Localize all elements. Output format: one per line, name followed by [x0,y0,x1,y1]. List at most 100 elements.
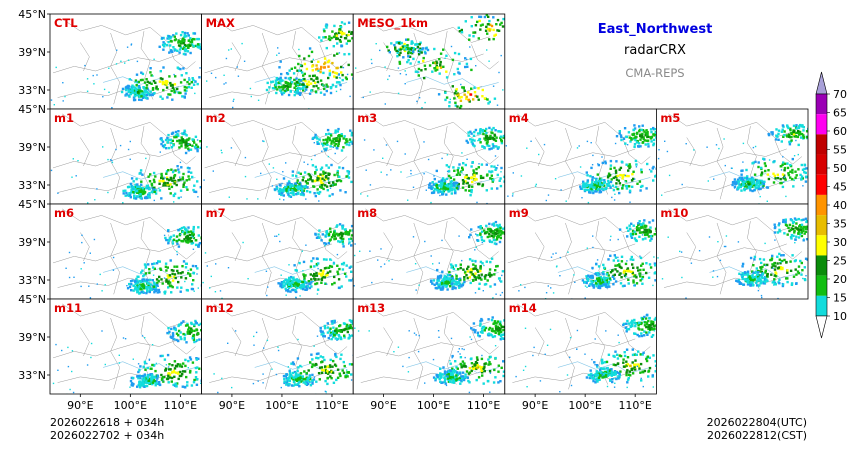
reflectivity-cell [158,45,161,48]
reflectivity-cell [601,156,603,158]
reflectivity-cell [302,270,304,272]
reflectivity-cell [441,193,444,196]
reflectivity-cell [739,185,742,189]
reflectivity-cell [629,201,631,203]
reflectivity-cell [407,38,410,41]
reflectivity-cell [170,376,174,380]
reflectivity-cell [327,177,330,180]
reflectivity-cell [746,270,750,273]
reflectivity-cell [486,279,489,282]
admin-boundary [534,137,545,167]
reflectivity-cell [797,168,800,171]
reflectivity-cell [749,184,753,188]
reflectivity-cell [445,285,448,288]
reflectivity-cell [380,266,382,268]
reflectivity-cell [289,185,292,188]
reflectivity-cell [475,233,477,235]
reflectivity-cell [184,262,188,265]
admin-boundary [360,85,483,98]
reflectivity-cell [486,235,489,239]
reflectivity-cell [188,356,192,359]
reflectivity-cell [418,284,420,286]
reflectivity-cell [483,129,487,132]
reflectivity-cell [178,48,182,51]
reflectivity-cell [614,256,618,259]
reflectivity-cell [274,235,276,237]
reflectivity-cell [491,170,494,173]
reflectivity-cell [582,184,585,188]
reflectivity-cell [448,270,451,274]
reflectivity-cell [186,229,189,232]
reflectivity-cell [800,273,803,276]
reflectivity-cell [591,274,594,277]
reflectivity-cell [809,135,811,137]
reflectivity-cell [453,51,457,55]
reflectivity-cell [301,250,303,252]
reflectivity-cell [496,173,499,177]
reflectivity-cell [307,83,310,86]
reflectivity-cell [141,78,144,82]
reflectivity-cell [287,184,290,187]
reflectivity-cell [152,287,155,291]
reflectivity-cell [775,272,778,275]
reflectivity-cell [279,76,282,79]
reflectivity-cell [180,41,183,44]
reflectivity-cell [412,47,415,50]
reflectivity-cell [336,253,339,256]
reflectivity-cell [349,279,353,282]
reflectivity-cell [494,33,497,36]
reflectivity-cell [423,64,427,67]
reflectivity-cell [484,138,487,142]
reflectivity-cell [112,256,115,259]
reflectivity-cell [754,145,757,148]
reflectivity-cell [312,280,314,282]
reflectivity-cell [316,188,319,191]
reflectivity-cell [430,201,432,204]
reflectivity-cell [177,280,180,284]
reflectivity-cell [774,275,778,278]
reflectivity-cell [167,93,170,96]
reflectivity-cell [795,235,798,238]
reflectivity-cell [618,132,621,135]
reflectivity-cell [595,180,598,184]
reflectivity-cell [638,180,642,183]
reflectivity-cell [174,75,177,78]
admin-boundary [261,222,272,295]
reflectivity-cell [314,194,317,198]
reflectivity-cell [282,177,286,180]
reflectivity-cell [136,189,139,193]
reflectivity-cell [324,138,328,141]
reflectivity-cell [333,173,336,177]
reflectivity-cell [170,146,174,149]
reflectivity-cell [175,90,177,92]
reflectivity-cell [335,34,338,37]
reflectivity-cell [741,184,744,187]
reflectivity-cell [597,163,600,167]
reflectivity-cell [418,97,421,99]
reflectivity-cell [280,192,283,195]
reflectivity-cell [387,78,389,81]
reflectivity-cell [174,276,177,280]
reflectivity-cell [594,272,597,276]
reflectivity-cell [326,140,329,143]
reflectivity-cell [163,277,166,279]
reflectivity-cell [642,231,646,234]
reflectivity-cell [319,70,322,74]
reflectivity-cell [442,187,445,190]
reflectivity-cell [173,375,176,378]
reflectivity-cell [746,283,750,286]
reflectivity-cell [323,87,326,91]
reflectivity-cell [166,136,169,140]
reflectivity-cell [650,170,653,173]
reflectivity-cell [318,177,321,180]
reflectivity-cell [735,181,738,184]
reflectivity-cell [780,130,784,133]
reflectivity-cell [328,73,331,77]
reflectivity-cell [353,285,355,287]
reflectivity-cell [276,54,278,56]
reflectivity-cell [793,155,796,157]
reflectivity-cell [756,181,759,184]
reflectivity-cell [129,140,131,143]
reflectivity-cell [479,131,482,135]
reflectivity-cell [478,130,482,133]
